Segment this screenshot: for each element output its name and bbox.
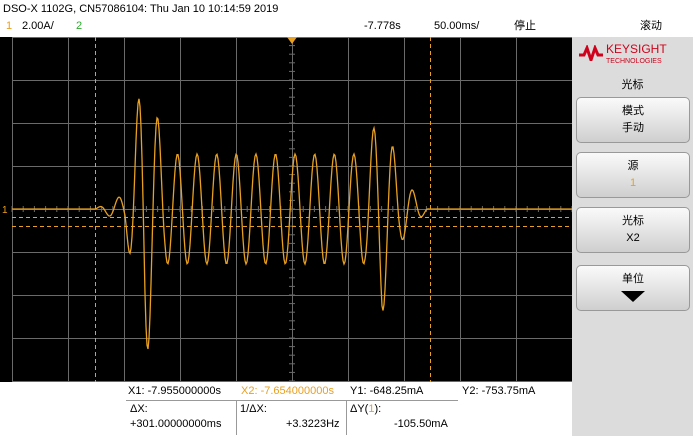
- mode: 滚动: [640, 20, 662, 32]
- softkey-label: 源: [627, 160, 639, 172]
- softkey-label: 单位: [622, 273, 644, 285]
- brand: KEYSIGHT: [606, 42, 667, 56]
- delta-y-label-end: ):: [374, 403, 382, 415]
- ground-marker: 1: [2, 205, 8, 216]
- waveform: [12, 98, 572, 350]
- trigger-marker: [287, 37, 297, 44]
- plot: 1: [0, 37, 572, 382]
- softkey-label: 光标: [622, 215, 644, 227]
- header-title: DSO-X 1102G, CN57086104: Thu Jan 10 10:1…: [3, 3, 279, 15]
- delta-y-label-start: ΔY(: [350, 403, 369, 415]
- delta-x: +301.00000000ms: [130, 418, 222, 430]
- channel-1: 1: [6, 20, 13, 32]
- x1: X1: -7.955000000s: [128, 385, 221, 397]
- channel-2: 2: [76, 20, 83, 32]
- readout-box: [126, 400, 458, 435]
- run-state: 停止: [514, 20, 536, 32]
- brand-logo: [579, 45, 603, 61]
- softkey[interactable]: 光标 X2: [576, 207, 690, 253]
- softkey[interactable]: 单位: [576, 265, 690, 311]
- y2: Y2: -753.75mA: [462, 385, 536, 397]
- cursors: [12, 37, 572, 382]
- channel-1-scale: 2.00A/: [22, 20, 54, 32]
- delta-y-label: ΔY(1):: [350, 403, 381, 416]
- delta-x-label: ΔX:: [130, 403, 148, 415]
- inv-delta-x: +3.3223Hz: [286, 418, 340, 430]
- softkey[interactable]: 模式 手动: [576, 97, 690, 143]
- softkey-value: X2: [626, 232, 640, 244]
- softkey-value: 1: [629, 177, 637, 189]
- time-scale: 50.00ms/: [434, 20, 480, 32]
- softkey-label: 模式: [622, 105, 644, 117]
- delta-y: -105.50mA: [394, 418, 448, 430]
- y1: Y1: -648.25mA: [350, 385, 424, 397]
- inv-delta-x-label: 1/ΔX:: [240, 403, 267, 415]
- delta-y-source: 1: [368, 403, 375, 415]
- menu-title: 光标: [621, 79, 644, 91]
- down-arrow: [621, 291, 645, 302]
- softkey-value: 手动: [622, 122, 644, 134]
- brand-sub: TECHNOLOGIES: [606, 58, 662, 65]
- x2: X2: -7.654000000s: [241, 385, 334, 397]
- time-offset: -7.778s: [364, 20, 401, 32]
